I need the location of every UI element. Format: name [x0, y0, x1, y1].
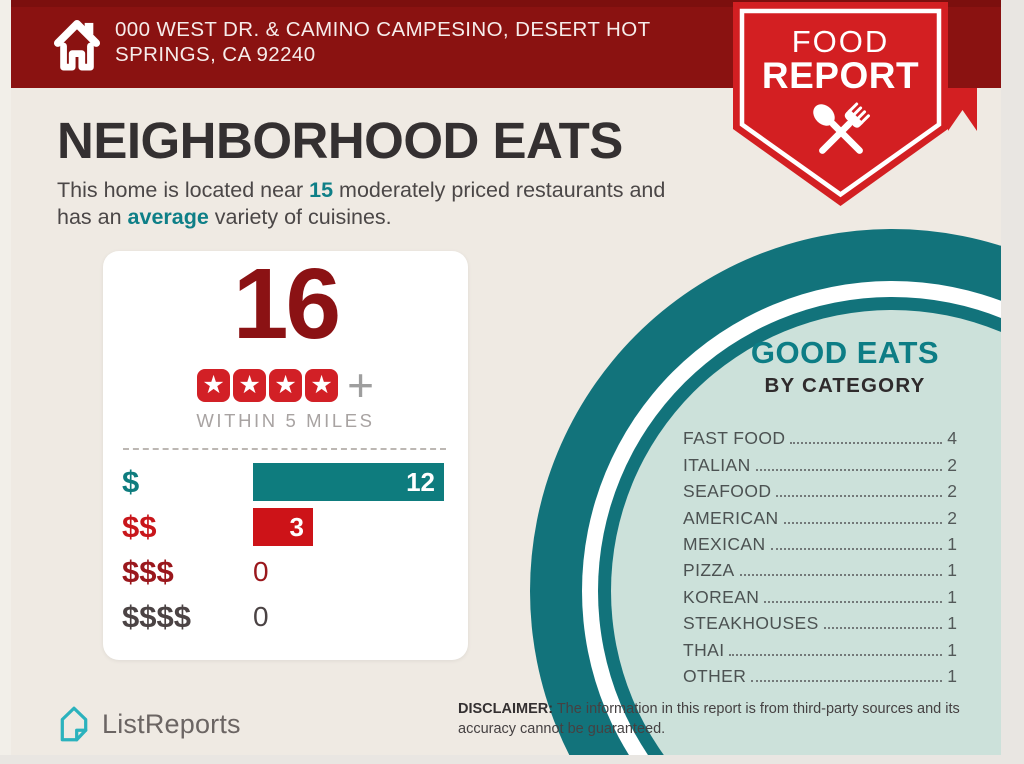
price-label: $	[122, 464, 140, 499]
category-label: OTHER	[683, 665, 747, 686]
category-value: 1	[947, 665, 957, 686]
dotted-leader	[751, 679, 943, 682]
bar-value: 12	[406, 466, 435, 497]
list-item: OTHER 1	[683, 661, 957, 687]
page-title: NEIGHBORHOOD EATS	[57, 112, 623, 169]
dotted-leader	[755, 468, 943, 471]
badge-title-line2: REPORT	[761, 55, 920, 96]
subtitle-text: moderately priced restaurants and	[333, 178, 666, 202]
dotted-leader	[764, 600, 943, 603]
category-value: 1	[947, 533, 957, 554]
rating-stars: ★ ★ ★ ★ +	[103, 358, 468, 411]
price-label: $$	[122, 509, 157, 544]
category-value: 1	[947, 613, 957, 634]
category-label: SEAFOOD	[683, 481, 772, 502]
category-label: FAST FOOD	[683, 428, 786, 449]
price-label: $$$	[122, 554, 174, 589]
food-report-badge: FOOD REPORT	[733, 2, 948, 206]
category-label: STEAKHOUSES	[683, 613, 819, 634]
address-line-1: 000 WEST DR. & CAMINO CAMPESINO, DESERT …	[115, 18, 651, 41]
bar-value: 0	[253, 601, 269, 632]
list-item: FAST FOOD 4	[683, 423, 957, 449]
bar: 12	[253, 463, 444, 501]
bar: 3	[253, 508, 313, 546]
list-item: PIZZA 1	[683, 555, 957, 581]
category-label: MEXICAN	[683, 533, 766, 554]
subtitle-text: variety of cuisines.	[208, 205, 392, 229]
category-value: 2	[947, 454, 957, 475]
category-value: 4	[947, 428, 957, 449]
restaurant-count: 16	[232, 248, 341, 360]
category-value: 2	[947, 481, 957, 502]
category-value: 1	[947, 586, 957, 607]
category-value: 1	[947, 639, 957, 660]
subtitle-text: has an	[57, 205, 128, 229]
list-item: ITALIAN 2	[683, 449, 957, 475]
star-icon: ★	[269, 368, 303, 402]
bar-value: 3	[289, 511, 304, 542]
good-eats-subtitle: BY CATEGORY	[764, 374, 926, 397]
list-item: SEAFOOD 2	[683, 476, 957, 502]
page-subtitle: This home is located near 15 moderately …	[57, 177, 737, 231]
star-icon: ★	[305, 368, 339, 402]
price-level-bar-chart: $ 12 $$ 3 $$$ 0 $$$$ 0	[122, 463, 446, 643]
list-item: MEXICAN 1	[683, 529, 957, 555]
category-value: 2	[947, 507, 957, 528]
price-row-3: $$$ 0	[122, 553, 446, 591]
category-label: AMERICAN	[683, 507, 779, 528]
subtitle-line-1: This home is located near 15 moderately …	[57, 177, 737, 204]
dotted-leader	[729, 653, 943, 656]
list-item: KOREAN 1	[683, 581, 957, 607]
restaurant-summary-card: 16 ★ ★ ★ ★ + WITHIN 5 MILES $ 12 $$ 3 $$…	[103, 251, 468, 660]
list-item: STEAKHOUSES 1	[683, 608, 957, 634]
good-eats-title: GOOD EATS	[750, 335, 940, 370]
page-left-margin	[0, 0, 11, 755]
dotted-leader	[783, 521, 943, 524]
dotted-leader	[770, 547, 943, 550]
subtitle-line-2: has an average variety of cuisines.	[57, 204, 737, 231]
badge-pentagon	[733, 2, 948, 206]
disclaimer-label: DISCLAIMER:	[458, 701, 554, 717]
brand-name: ListReports	[102, 708, 241, 739]
dotted-leader	[739, 574, 943, 577]
dotted-leader	[823, 627, 943, 630]
subtitle-text: This home is located near	[57, 178, 310, 202]
disclaimer-text: The information in this report is from t…	[458, 701, 960, 737]
price-row-4: $$$$ 0	[122, 598, 446, 636]
price-label: $$$$	[122, 599, 191, 634]
food-report-page: 000 WEST DR. & CAMINO CAMPESINO, DESERT …	[11, 0, 1001, 755]
listreports-brand: ListReports	[56, 703, 241, 745]
address-line-2: SPRINGS, CA 92240	[115, 43, 316, 66]
property-address: 000 WEST DR. & CAMINO CAMPESINO, DESERT …	[115, 17, 715, 67]
category-value: 1	[947, 560, 957, 581]
house-icon	[53, 20, 101, 71]
category-list: FAST FOOD 4 ITALIAN 2 SEAFOOD 2 AMERICAN 2 M…	[683, 423, 957, 687]
divider	[123, 448, 446, 450]
dotted-leader	[776, 495, 943, 498]
category-label: THAI	[683, 639, 725, 660]
crossed-spoon-fork-icon	[813, 102, 870, 154]
list-item: AMERICAN 2	[683, 502, 957, 528]
price-row-1: $ 12	[122, 463, 446, 501]
badge-title-line1: FOOD	[791, 24, 890, 59]
category-label: KOREAN	[683, 586, 760, 607]
variety-highlight: average	[127, 205, 209, 229]
restaurant-count-inline: 15	[309, 178, 334, 202]
disclaimer: DISCLAIMER: The information in this repo…	[458, 700, 998, 739]
dotted-leader	[790, 442, 943, 445]
listreports-logo-icon	[60, 706, 88, 742]
price-row-2: $$ 3	[122, 508, 446, 546]
category-label: ITALIAN	[683, 454, 751, 475]
radius-label: WITHIN 5 MILES	[196, 410, 375, 431]
star-icon: ★	[197, 368, 231, 402]
plus-icon: +	[347, 358, 374, 411]
bar-value: 0	[253, 556, 269, 587]
category-label: PIZZA	[683, 560, 735, 581]
good-eats-heading: GOOD EATS BY CATEGORY	[670, 335, 1001, 398]
list-item: THAI 1	[683, 634, 957, 660]
star-icon: ★	[233, 368, 267, 402]
